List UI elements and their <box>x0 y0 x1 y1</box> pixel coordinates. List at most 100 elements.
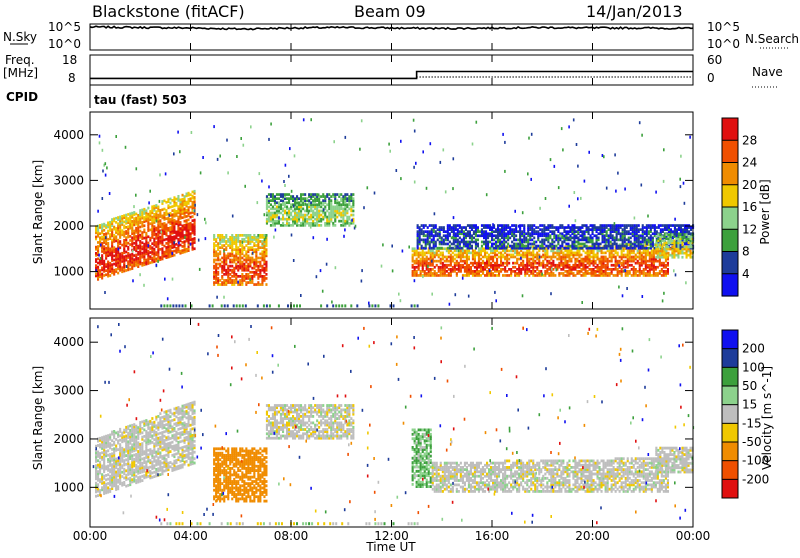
echo-cell <box>167 227 169 230</box>
noise-cell <box>177 131 179 134</box>
echo-cell <box>437 239 439 242</box>
echo-cell <box>340 193 342 196</box>
noise-cell <box>530 237 532 240</box>
echo-cell <box>135 217 137 220</box>
echo-cell <box>534 266 536 269</box>
echo-cell <box>433 234 435 237</box>
noise-cell <box>227 171 229 174</box>
echo-cell <box>584 243 586 246</box>
echo-cell <box>340 197 342 200</box>
echo-cell <box>278 201 280 204</box>
echo-cell <box>527 239 529 242</box>
noise-cell <box>167 297 169 300</box>
echo-cell <box>560 256 562 259</box>
echo-cell <box>304 197 306 200</box>
echo-cell <box>611 268 613 271</box>
echo-cell <box>125 214 127 217</box>
echo-cell <box>133 211 135 214</box>
echo-cell <box>549 230 551 233</box>
noise-cell <box>426 187 428 190</box>
noise-cell <box>244 185 246 188</box>
echo-cell <box>105 247 107 250</box>
echo-cell <box>452 252 454 255</box>
echo-cell <box>529 247 531 250</box>
echo-cell <box>579 234 581 237</box>
noise-cell <box>494 291 496 294</box>
echo-cell <box>257 273 259 276</box>
echo-cell <box>548 272 550 275</box>
echo-cell <box>190 216 192 219</box>
echo-cell <box>182 194 184 197</box>
echo-cell <box>468 256 470 259</box>
echo-cell <box>147 235 149 238</box>
noise-cell <box>98 254 100 257</box>
echo-cell <box>259 240 261 243</box>
echo-cell <box>472 250 474 253</box>
echo-cell <box>161 200 163 203</box>
echo-cell <box>638 228 640 231</box>
echo-cell <box>233 236 235 239</box>
date-label: 14/Jan/2013 <box>586 2 683 21</box>
echo-cell <box>235 263 237 266</box>
freq-unit: [MHz] <box>3 66 38 80</box>
echo-cell <box>147 250 149 253</box>
echo-cell <box>115 221 117 224</box>
echo-cell <box>647 264 649 267</box>
echo-cell <box>139 234 141 237</box>
echo-cell <box>245 265 247 268</box>
echo-cell <box>663 248 665 251</box>
echo-cell <box>649 252 651 255</box>
echo-cell <box>421 224 423 227</box>
echo-cell <box>503 224 505 227</box>
echo-cell <box>482 247 484 250</box>
echo-cell <box>155 204 157 207</box>
noise-cell <box>323 208 325 211</box>
echo-cell <box>682 224 684 227</box>
echo-cell <box>529 224 531 227</box>
echo-cell <box>161 215 163 218</box>
echo-cell <box>149 255 151 258</box>
noise-cell <box>250 125 252 128</box>
noise-cell <box>205 237 207 240</box>
echo-cell <box>508 254 510 257</box>
echo-cell <box>288 208 290 211</box>
echo-cell <box>334 206 336 209</box>
echo-cell <box>515 239 517 242</box>
echo-cell <box>133 217 135 220</box>
noise-cell <box>568 125 570 128</box>
echo-cell <box>637 250 639 253</box>
echo-cell <box>312 220 314 223</box>
echo-cell <box>485 230 487 233</box>
echo-cell <box>444 264 446 267</box>
echo-cell <box>127 213 129 216</box>
echo-cell <box>537 226 539 229</box>
echo-cell <box>286 193 288 196</box>
echo-cell <box>332 193 334 196</box>
noise-cell <box>156 264 158 267</box>
echo-cell <box>477 226 479 229</box>
echo-cell <box>636 224 638 227</box>
echo-cell <box>600 243 602 246</box>
echo-cell <box>247 263 249 266</box>
echo-cell <box>523 224 525 227</box>
echo-cell <box>123 231 125 234</box>
noise-cell <box>453 216 455 219</box>
echo-cell <box>562 272 564 275</box>
noise-cell <box>489 269 491 272</box>
echo-cell <box>149 251 151 254</box>
noise-cell <box>133 205 135 208</box>
echo-cell <box>141 241 143 244</box>
echo-cell <box>574 252 576 255</box>
echo-cell <box>219 234 221 237</box>
echo-cell <box>607 272 609 275</box>
echo-cell <box>603 270 605 273</box>
echo-cell <box>686 246 688 249</box>
echo-cell <box>346 210 348 213</box>
echo-cell <box>493 239 495 242</box>
echo-cell <box>474 266 476 269</box>
echo-cell <box>647 270 649 273</box>
echo-cell <box>157 206 159 209</box>
echo-cell <box>657 266 659 269</box>
echo-cell <box>502 254 504 257</box>
echo-cell <box>155 210 157 213</box>
